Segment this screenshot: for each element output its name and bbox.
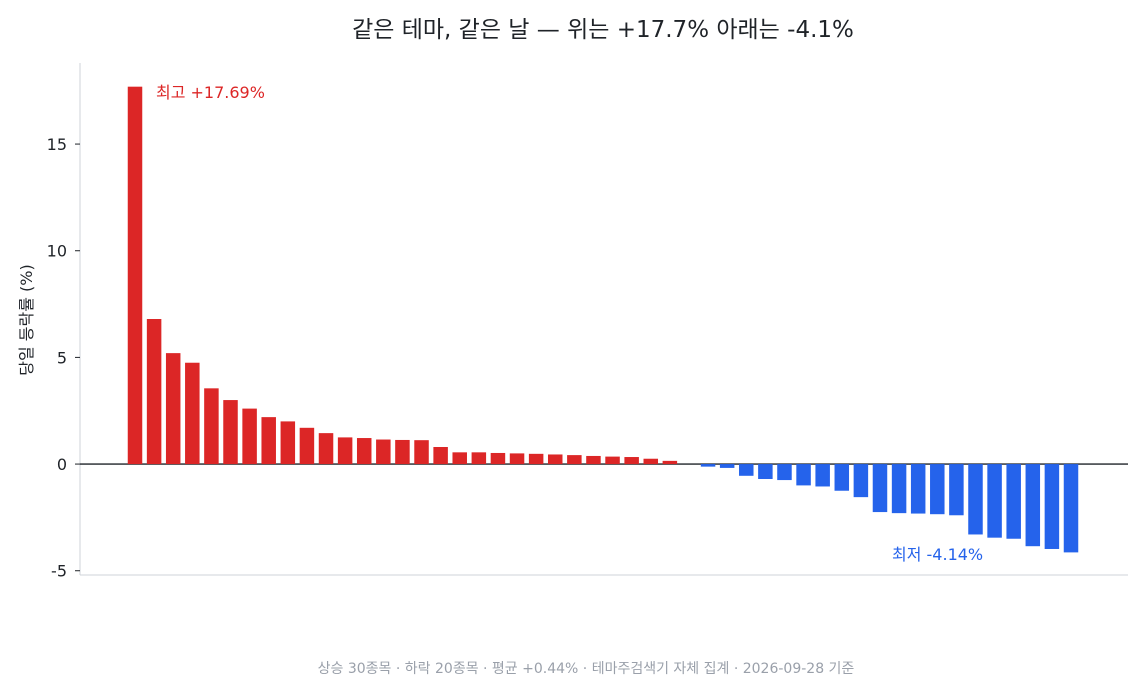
bar xyxy=(605,456,620,465)
max-annotation: 최고 +17.69% xyxy=(156,83,265,102)
bar xyxy=(261,417,276,465)
bar xyxy=(204,388,219,465)
bar xyxy=(834,464,850,491)
bar xyxy=(891,464,907,514)
bar xyxy=(662,460,678,465)
chart-title: 같은 테마, 같은 날 — 위는 +17.7% 아래는 -4.1% xyxy=(352,17,854,43)
bar xyxy=(758,464,773,479)
y-tick-label: 0 xyxy=(57,455,67,474)
bars xyxy=(127,86,1079,553)
bar xyxy=(414,440,429,465)
bar xyxy=(242,408,257,465)
bar xyxy=(968,464,983,535)
footnote: 상승 30종목 · 하락 20종목 · 평균 +0.44% · 테마주검색기 자… xyxy=(318,661,855,677)
bar xyxy=(318,433,334,465)
y-tick-label: 10 xyxy=(47,242,67,261)
bar xyxy=(796,464,811,486)
bar xyxy=(356,438,372,465)
bar xyxy=(777,464,792,481)
bar xyxy=(930,464,945,515)
y-tick-label: 5 xyxy=(57,348,67,367)
annotations: 최고 +17.69% 최저 -4.14% xyxy=(156,83,983,564)
y-tick-label: -5 xyxy=(51,562,67,581)
bar xyxy=(299,427,315,465)
bar xyxy=(1044,464,1060,549)
bar xyxy=(528,453,544,465)
bar xyxy=(624,457,639,465)
bar xyxy=(376,439,391,465)
bar xyxy=(1025,464,1041,547)
bar xyxy=(547,454,563,465)
bar xyxy=(739,464,754,476)
bar xyxy=(165,353,181,465)
bar xyxy=(433,447,448,465)
bar xyxy=(280,421,296,465)
bar xyxy=(509,453,525,465)
bar xyxy=(223,400,238,465)
bar xyxy=(872,464,888,513)
bar xyxy=(146,319,162,465)
bar xyxy=(719,464,735,468)
bar xyxy=(337,437,353,465)
bar xyxy=(490,452,506,465)
axes: -5 0 5 10 15 xyxy=(47,63,1128,581)
bar xyxy=(815,464,830,487)
y-tick-label: 15 xyxy=(47,135,67,154)
bar xyxy=(1063,464,1079,553)
bar xyxy=(452,452,467,465)
bar xyxy=(567,455,582,465)
bar xyxy=(1006,464,1021,539)
y-axis-label: 당일 등락률 (%) xyxy=(17,264,36,375)
bar xyxy=(700,464,716,467)
bar xyxy=(127,86,143,465)
bar xyxy=(586,455,601,465)
bar xyxy=(949,464,964,516)
bar xyxy=(853,464,869,498)
bar xyxy=(643,458,659,465)
bar xyxy=(987,464,1002,538)
bar xyxy=(185,362,200,465)
min-annotation: 최저 -4.14% xyxy=(892,545,983,564)
bar xyxy=(395,439,410,465)
bar xyxy=(471,452,487,465)
bar xyxy=(910,464,926,514)
